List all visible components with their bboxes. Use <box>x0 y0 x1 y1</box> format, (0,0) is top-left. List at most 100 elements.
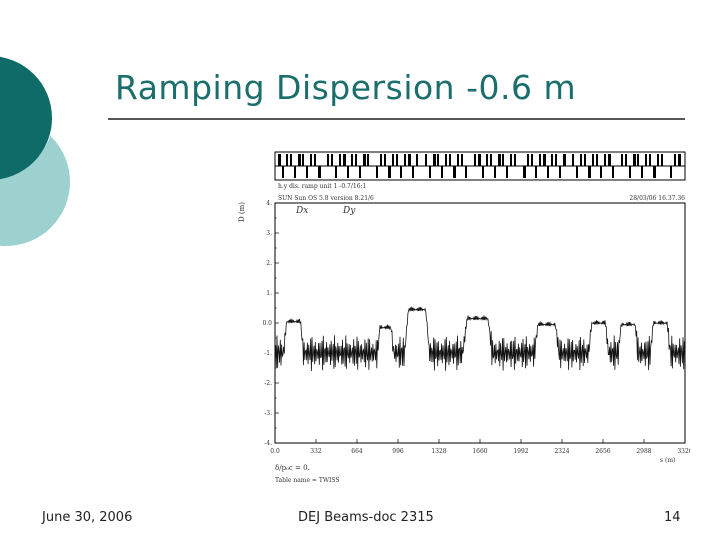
lattice-magnet <box>347 166 349 178</box>
lattice-magnet <box>310 154 312 166</box>
lattice-magnet <box>653 166 656 178</box>
slide-title: Ramping Dispersion -0.6 m <box>115 68 577 107</box>
lattice-magnet <box>523 166 526 178</box>
lattice-magnet <box>384 154 386 166</box>
lattice-magnet <box>563 154 566 166</box>
lattice-magnet <box>433 154 436 166</box>
lattice-magnet <box>392 154 394 166</box>
x-tick-label: 996 <box>392 448 404 455</box>
lattice-magnet <box>551 154 553 166</box>
lattice-magnet <box>461 154 463 166</box>
lattice-magnet <box>531 154 533 166</box>
lattice-magnet <box>478 154 481 166</box>
lattice-magnet <box>416 154 418 166</box>
x-tick-label: 2324 <box>554 448 569 455</box>
lattice-magnet <box>490 154 492 166</box>
lattice-magnet <box>555 154 557 166</box>
header-left: SUN Sun OS 5.8 version 8.21/6 <box>278 195 374 202</box>
lattice-magnet <box>429 166 431 178</box>
lattice-magnet <box>649 154 651 166</box>
x-tick-label: 1328 <box>431 448 446 455</box>
lattice-magnet <box>465 166 467 178</box>
lattice-magnet <box>388 166 391 178</box>
lattice-magnet <box>584 154 586 166</box>
lattice-magnet <box>629 166 631 178</box>
legend-dx: Dx <box>295 206 308 216</box>
lattice-magnet <box>327 154 329 166</box>
lattice-magnet <box>367 154 369 166</box>
x-tick-label: 1660 <box>472 448 487 455</box>
lattice-magnet <box>408 154 411 166</box>
header-right: 28/03/06 16.37.36 <box>629 195 685 202</box>
lattice-magnet <box>543 154 546 166</box>
lattice-magnet <box>331 154 333 166</box>
lattice-magnet <box>278 154 281 166</box>
lattice-magnet <box>318 166 321 178</box>
lattice-magnet <box>302 154 304 166</box>
x-axis-label: s (m) <box>660 457 675 464</box>
x-tick-label: 0.0 <box>270 448 280 455</box>
lattice-magnet <box>282 166 284 178</box>
y-tick-label: 0.0 <box>262 320 272 327</box>
lattice-magnet <box>535 166 537 178</box>
x-ticks: 0.0 332 664 996 1328 1660 1992 2324 2656 2988 3320 <box>270 439 690 455</box>
y-axis-label: D (m) <box>238 202 246 222</box>
lattice-magnet <box>633 154 636 166</box>
lattice-magnet <box>396 154 398 166</box>
x-tick-label: 664 <box>351 448 363 455</box>
lattice-magnet <box>339 154 341 166</box>
lattice-magnet <box>670 166 672 178</box>
decorative-circles <box>0 56 70 246</box>
x-tick-label: 2988 <box>636 448 651 455</box>
lattice-magnet <box>661 154 663 166</box>
lattice-magnet <box>580 154 582 166</box>
lattice-magnet <box>510 154 512 166</box>
lattice-magnet <box>474 154 476 166</box>
lattice-magnet <box>314 154 316 166</box>
lattice-magnet <box>351 154 353 166</box>
lattice-magnet <box>425 154 427 166</box>
lattice-magnet <box>625 154 627 166</box>
lattice-magnet <box>412 166 414 178</box>
lattice-magnet <box>363 154 366 166</box>
y-tick-label: 4. <box>266 200 272 207</box>
lattice-magnet <box>604 154 606 166</box>
lattice-magnet <box>355 154 357 166</box>
lattice-magnet <box>441 166 443 178</box>
lattice-magnets <box>278 154 681 178</box>
lattice-magnet <box>343 154 346 166</box>
lattice-magnet <box>506 166 508 178</box>
lattice-magnet <box>486 154 488 166</box>
lattice-magnet <box>298 154 301 166</box>
lattice-magnet <box>400 166 402 178</box>
lattice-magnet <box>445 154 447 166</box>
footer-doc-id: DEJ Beams-doc 2315 <box>298 510 434 525</box>
page-number: 14 <box>664 510 681 525</box>
lattice-magnet <box>376 166 378 178</box>
y-tick-label: 1. <box>266 290 272 297</box>
legend-dy: Dy <box>342 206 356 216</box>
lattice-magnet <box>494 166 496 178</box>
y-ticks: 4. 3. 2. 1. 0.0 -1. -2. -3. -4. <box>262 200 279 447</box>
lattice-magnet <box>674 154 676 166</box>
lattice-magnet <box>641 166 643 178</box>
y-tick-label: 3. <box>266 230 272 237</box>
lattice-magnet <box>572 154 574 166</box>
lattice-magnet <box>286 154 288 166</box>
lattice-magnet <box>576 166 578 178</box>
lattice-magnet <box>306 166 308 178</box>
y-tick-label: -4. <box>264 440 272 447</box>
lattice-magnet <box>592 154 594 166</box>
footer-date: June 30, 2006 <box>42 510 133 525</box>
y-tick-label: 2. <box>266 260 272 267</box>
lattice-magnet <box>600 166 602 178</box>
lattice-magnet <box>559 166 561 178</box>
lattice-magnet <box>498 154 501 166</box>
lattice-magnet <box>621 154 623 166</box>
lattice-magnet <box>637 154 639 166</box>
y-tick-label: -2. <box>264 380 272 387</box>
series-line-dx <box>274 306 686 372</box>
x-tick-label: 2656 <box>595 448 610 455</box>
x-tick-label: 3320 <box>677 448 690 455</box>
x-tick-label: 1992 <box>513 448 528 455</box>
